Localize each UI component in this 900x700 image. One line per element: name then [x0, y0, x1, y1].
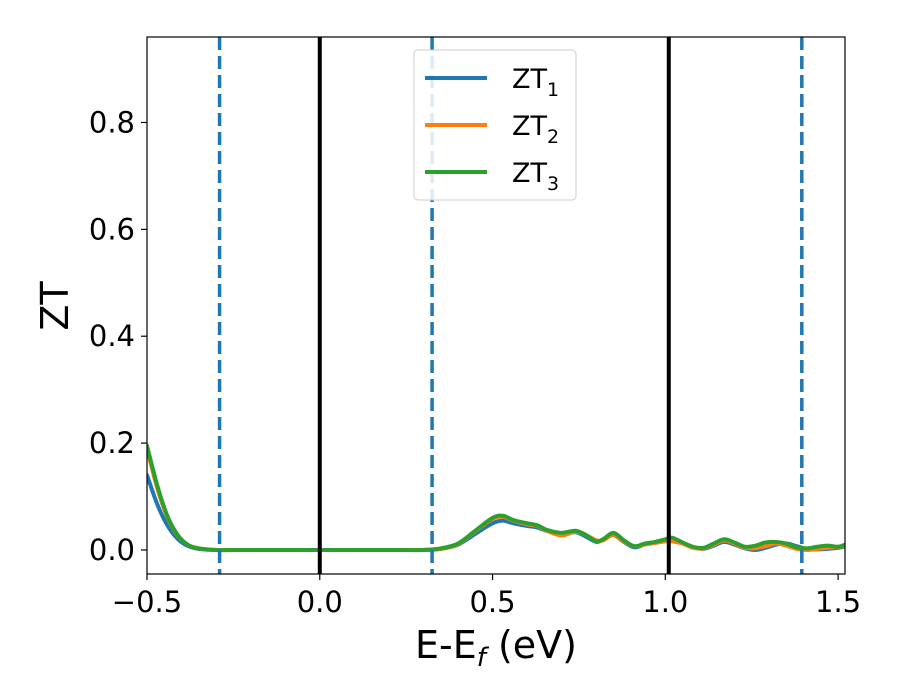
x-tick-label: 1.0	[642, 585, 688, 619]
x-tick-label: −0.5	[112, 585, 182, 619]
legend-label: ZT3	[512, 158, 559, 195]
x-tick-label: 0.5	[469, 585, 515, 619]
y-tick-label: 0.6	[89, 212, 135, 246]
x-axis-ticks: −0.5 0.0 0.5 1.0 1.5	[112, 574, 861, 619]
legend-label: ZT2	[512, 111, 559, 148]
x-axis-label-unit: (eV)	[486, 623, 577, 667]
legend-label-main: ZT	[512, 111, 547, 142]
y-tick-label: 0.2	[89, 426, 135, 460]
y-tick-label: 0.0	[89, 533, 135, 567]
legend-label-subscript: 3	[547, 173, 559, 195]
legend-label: ZT1	[512, 64, 559, 101]
legend-label-subscript: 1	[547, 79, 559, 101]
x-tick-label: 0.0	[297, 585, 343, 619]
legend-label-main: ZT	[512, 64, 547, 95]
legend-entry-zt1: ZT1	[425, 64, 559, 101]
plot-frame	[146, 36, 846, 575]
y-tick-label: 0.4	[89, 319, 135, 353]
legend-label-subscript: 2	[547, 126, 559, 148]
x-axis-label: E-Ef (eV)	[415, 623, 577, 673]
y-tick-label: 0.8	[89, 105, 135, 139]
y-axis-label: ZT	[33, 281, 77, 331]
legend-entry-zt3: ZT3	[425, 158, 559, 195]
y-axis-ticks: 0.0 0.2 0.4 0.6 0.8	[89, 105, 147, 567]
x-axis-label-main: E-E	[415, 623, 477, 667]
legend-frame	[413, 49, 577, 201]
legend-label-main: ZT	[512, 158, 547, 189]
reference-lines-layer	[217, 37, 804, 574]
x-tick-label: 1.5	[815, 585, 861, 619]
legend-entry-zt2: ZT2	[425, 111, 559, 148]
